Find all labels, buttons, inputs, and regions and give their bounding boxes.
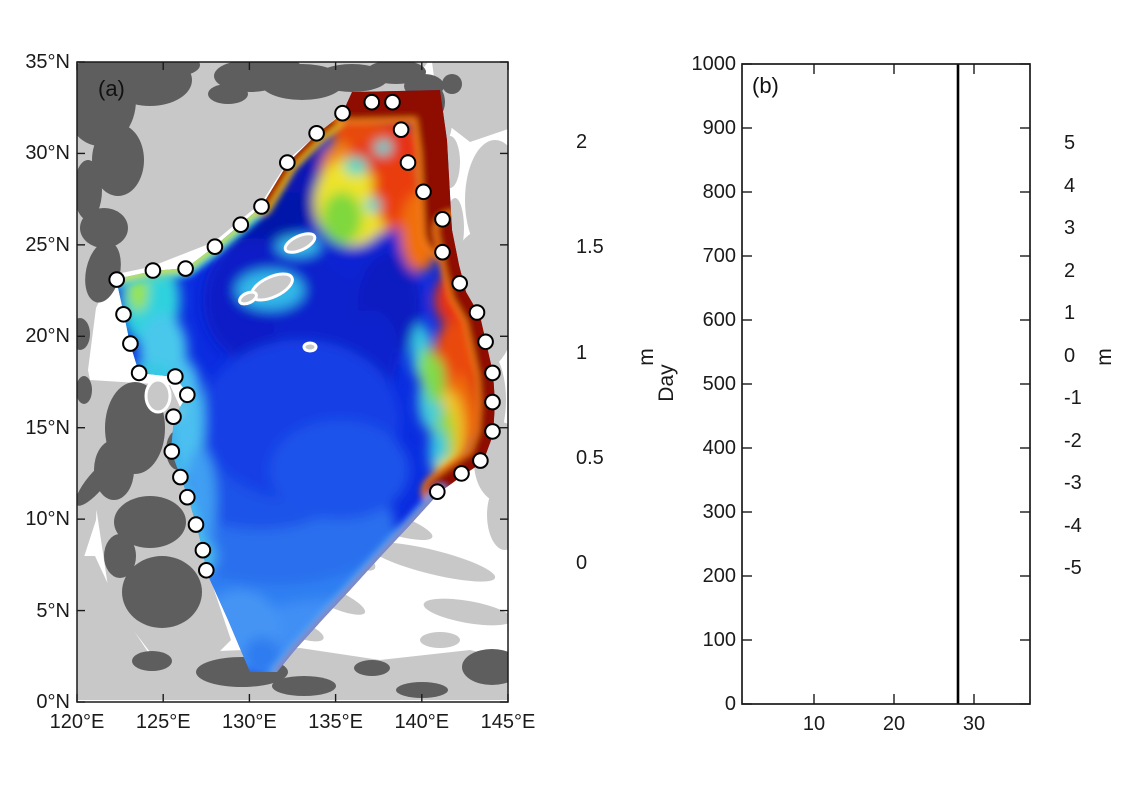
station-marker xyxy=(415,183,432,201)
panel-a-y-tick-label: 15°N xyxy=(25,416,70,439)
panel-b-x-tick-label: 30 xyxy=(962,713,986,735)
station-marker xyxy=(108,271,125,288)
panel-a-x-tick-label: 120°E xyxy=(49,711,105,733)
panel-a-colorbar-tick-label: 0 xyxy=(576,552,588,574)
station-marker xyxy=(468,304,486,321)
station-marker xyxy=(163,443,181,460)
station-marker xyxy=(253,198,270,215)
panel-b-colorbar-tick-label: 5 xyxy=(1064,132,1076,154)
station-marker xyxy=(399,154,417,171)
panel-b-y-tick-label: 900 xyxy=(702,117,736,139)
panel-b-colorbar-tick-label: 3 xyxy=(1064,217,1076,239)
station-marker xyxy=(392,121,410,138)
station-marker xyxy=(434,243,451,261)
station-marker xyxy=(453,465,470,482)
station-marker xyxy=(198,562,215,579)
station-marker xyxy=(334,104,351,122)
panel-b-colorbar-tick-label: -3 xyxy=(1064,472,1082,494)
panel-a-x-tick-label: 140°E xyxy=(394,711,450,733)
station-marker xyxy=(308,125,325,142)
panel-b-colorbar-tick-label: -4 xyxy=(1064,514,1082,537)
panel-b-colorbar-tick-label: -1 xyxy=(1064,387,1082,409)
panel-a-colorbar-tick-label: 0.5 xyxy=(576,446,604,469)
panel-b-y-tick-label: 800 xyxy=(702,181,736,203)
station-marker xyxy=(484,364,501,382)
station-marker xyxy=(472,452,489,469)
island-shapes xyxy=(144,232,318,414)
panel-a-x-tick-label: 145°E xyxy=(480,711,536,733)
station-marker xyxy=(177,260,194,277)
panel-b-y-tick-label: 100 xyxy=(702,629,736,651)
panel-b-colorbar-tick-label: 1 xyxy=(1064,302,1076,324)
panel-b-colorbar-tick-label: 0 xyxy=(1064,344,1076,367)
panel-b-x-tick-label: 10 xyxy=(802,713,826,735)
station-marker xyxy=(232,216,250,233)
panel-a-ticks xyxy=(76,61,509,703)
station-marker xyxy=(279,154,296,171)
station-marker xyxy=(363,93,381,111)
station-marker xyxy=(206,238,224,255)
panel-b-x-tick-label: 20 xyxy=(882,713,906,735)
panel-a-y-tick-label: 25°N xyxy=(25,233,70,256)
panel-a-letter: (a) xyxy=(98,76,125,101)
panel-a-y-tick-label: 0°N xyxy=(36,691,70,713)
station-marker xyxy=(429,483,446,501)
panel-a-x-tick-label: 125°E xyxy=(135,711,191,733)
station-marker xyxy=(172,468,189,486)
station-marker xyxy=(130,364,148,382)
station-marker xyxy=(179,386,196,404)
panel-b-colorbar-unit-label: m xyxy=(1093,348,1116,366)
station-marker xyxy=(477,333,494,351)
panel-b-letter: (b) xyxy=(752,73,779,98)
station-marker xyxy=(115,306,132,323)
station-marker xyxy=(434,211,451,228)
station-marker xyxy=(451,275,469,292)
panel-a-frame xyxy=(76,61,509,703)
panel-a-y-tick-label: 30°N xyxy=(25,142,70,165)
panel-b-y-tick-label: 600 xyxy=(702,309,736,331)
station-marker xyxy=(144,262,162,279)
panel-b-y-tick-label: 1000 xyxy=(691,53,737,75)
panel-a-colorbar-tick-label: 2 xyxy=(576,131,588,153)
station-marker xyxy=(187,516,205,533)
panel-b-colorbar-tick-label: 2 xyxy=(1064,259,1076,282)
panel-b-y-tick-label: 400 xyxy=(702,437,736,459)
panel-b-colorbar-tick-label: -5 xyxy=(1064,557,1082,579)
panel-b-ticks xyxy=(742,63,1030,705)
station-marker xyxy=(194,541,212,559)
panel-a-y-tick-label: 5°N xyxy=(36,599,70,622)
station-marker xyxy=(179,488,196,506)
panel-a-x-tick-label: 130°E xyxy=(222,711,277,733)
station-marker xyxy=(167,368,184,385)
panel-b-y-axis-label: Day xyxy=(655,364,678,402)
panel-a-y-tick-label: 35°N xyxy=(25,51,70,73)
station-marker xyxy=(122,335,139,352)
station-marker xyxy=(484,393,501,411)
panel-b-y-tick-label: 700 xyxy=(702,245,736,267)
boundary-stations xyxy=(108,93,501,579)
panel-a-colorbar-tick-label: 1 xyxy=(576,341,588,364)
station-marker xyxy=(384,93,401,111)
station-marker xyxy=(484,423,501,440)
panel-a-y-tick-label: 10°N xyxy=(25,508,70,531)
panel-b-colorbar-tick-label: -2 xyxy=(1064,429,1082,452)
panel-b-y-tick-label: 300 xyxy=(702,501,736,523)
panel-b-y-tick-label: 500 xyxy=(702,373,736,395)
panel-a-colorbar-tick-label: 1.5 xyxy=(576,236,604,259)
panel-b-y-tick-label: 0 xyxy=(724,693,736,715)
panel-b-colorbar-tick-label: 4 xyxy=(1064,174,1076,197)
panel-a-x-tick-label: 135°E xyxy=(308,711,363,733)
panel-a-y-tick-label: 20°N xyxy=(25,325,70,348)
panel-b-y-tick-label: 200 xyxy=(702,565,736,587)
station-marker xyxy=(165,408,182,426)
